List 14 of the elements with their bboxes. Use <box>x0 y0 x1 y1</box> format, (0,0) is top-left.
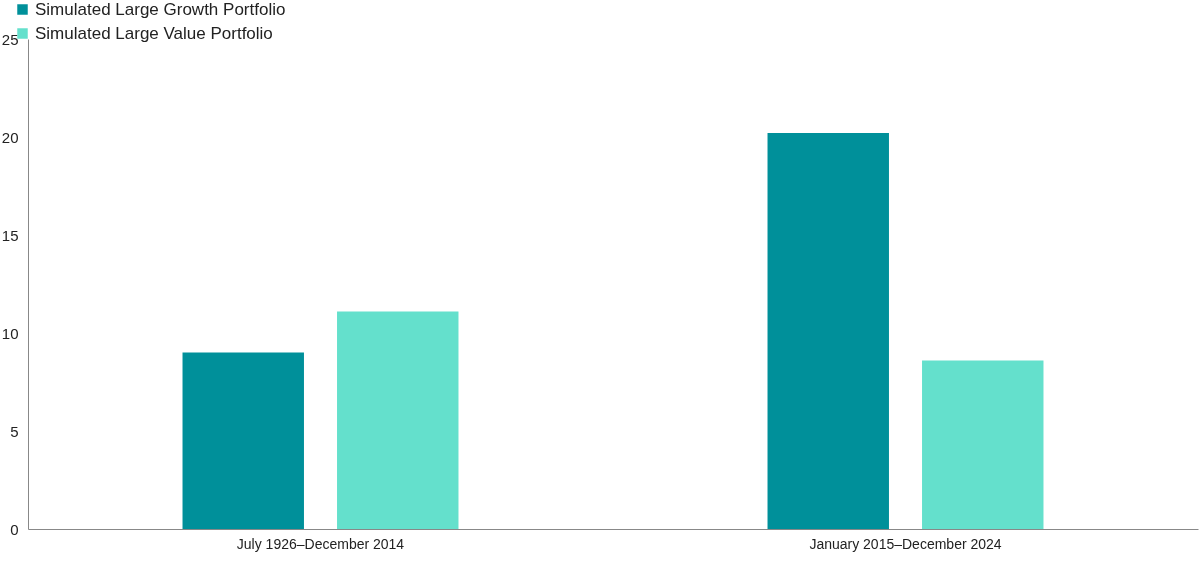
x-tick-label: January 2015–December 2024 <box>809 535 1002 552</box>
y-tick-label: 5 <box>10 422 19 440</box>
bar <box>767 133 889 529</box>
y-tick-label: 0 <box>10 520 19 538</box>
y-tick-label: 15 <box>1 226 19 244</box>
bar <box>922 360 1044 529</box>
legend-label: Simulated Large Value Portfolio <box>35 23 273 43</box>
bar <box>182 352 304 529</box>
y-tick-label: 20 <box>1 128 19 146</box>
y-tick-label: 10 <box>1 324 19 342</box>
legend-label: Simulated Large Growth Portfolio <box>35 0 286 19</box>
bar <box>337 311 459 529</box>
y-tick-label: 25 <box>1 30 19 48</box>
x-tick-label: July 1926–December 2014 <box>236 535 405 552</box>
